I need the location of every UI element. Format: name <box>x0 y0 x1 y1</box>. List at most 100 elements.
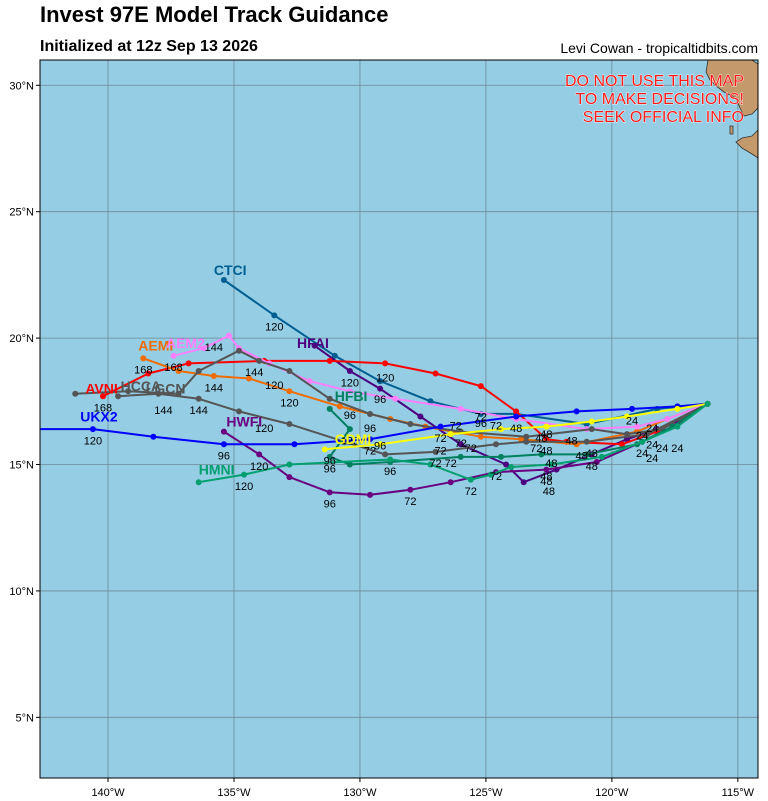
track-point-avni <box>185 360 192 367</box>
track-point-avni <box>145 370 152 377</box>
hour-label-hwfi: 120 <box>250 461 268 473</box>
track-point-lgcn <box>583 438 590 445</box>
track-point-ukx2 <box>89 426 96 433</box>
track-point-hwfi <box>543 466 550 473</box>
hour-label-hfai: 72 <box>475 411 487 423</box>
hour-label: 48 <box>535 433 547 445</box>
model-name-avni: AVNI <box>85 381 117 397</box>
track-point-hwfi <box>220 428 227 435</box>
y-tick-label: 15°N <box>9 460 34 472</box>
track-point-hfai <box>503 461 510 468</box>
track-point-avni <box>513 408 520 415</box>
track-point-ukx2 <box>291 441 298 448</box>
model-name-ukx2: UKX2 <box>80 408 118 424</box>
model-name-ctci: CTCI <box>214 262 247 278</box>
hour-label: 72 <box>429 458 441 470</box>
hour-label: 24 <box>636 430 648 442</box>
track-point-hfai <box>457 441 464 448</box>
track-point-gdmi <box>321 446 328 453</box>
hour-label: 96 <box>344 410 356 422</box>
track-point-ukx2 <box>220 441 227 448</box>
hour-label: 24 <box>646 453 658 465</box>
hour-label: 72 <box>450 420 462 432</box>
hour-label: 24 <box>646 423 658 435</box>
hour-label-lgcn: 144 <box>154 405 172 417</box>
track-point-hcca <box>523 433 530 440</box>
track-point-hmni <box>598 453 605 460</box>
track-point-hfbi <box>498 453 505 460</box>
track-point-gdmi <box>588 418 595 425</box>
hour-label: 24 <box>671 443 683 455</box>
track-point-ukx2 <box>367 436 374 443</box>
hour-label-hwfi: 72 <box>404 496 416 508</box>
hour-label: 48 <box>545 458 557 470</box>
hour-label: 48 <box>540 446 552 458</box>
track-point-aemi <box>286 388 293 395</box>
track-point-hfai <box>417 413 424 420</box>
warning-line-2: TO MAKE DECISIONS! <box>575 91 744 108</box>
track-point-ctci <box>377 378 384 385</box>
hour-label-hwfi: 96 <box>324 499 336 511</box>
lat-lon-grid <box>40 60 758 778</box>
track-point-aem2 <box>634 423 641 430</box>
x-axis-ticks: 140°W 135°W 130°W 125°W 120°W 115°W <box>91 778 755 799</box>
y-tick-label: 10°N <box>9 586 34 598</box>
hour-label-avni: 120 <box>376 372 394 384</box>
track-point-hwfi <box>407 486 414 493</box>
track-point-hfbi <box>583 451 590 458</box>
track-point-aemi <box>246 375 253 382</box>
track-point-ctci <box>427 398 434 405</box>
y-axis-ticks: 5°N 10°N 15°N 20°N 25°N 30°N <box>9 80 40 724</box>
model-name-hfai: HFAI <box>297 335 329 351</box>
track-point-avni <box>432 370 439 377</box>
track-point-lgcn <box>644 431 651 438</box>
model-name-hfbi: HFBI <box>335 388 368 404</box>
ocean-background <box>40 60 758 778</box>
track-point-aemi <box>175 367 182 374</box>
track-point-hwfi <box>447 479 454 486</box>
track-point-hcca <box>286 367 293 374</box>
track-point-hfai <box>377 385 384 392</box>
hour-label-ukx2: 72 <box>434 433 446 445</box>
track-point-hmni <box>704 400 711 407</box>
hour-label-aemi: 120 <box>280 398 298 410</box>
hour-label-hmni: 120 <box>235 481 253 493</box>
chart-subtitle: Initialized at 12z Sep 13 2026 <box>40 38 258 55</box>
hour-label: 72 <box>465 443 477 455</box>
track-point-hmni <box>508 464 515 471</box>
track-point-lgcn <box>286 421 293 428</box>
track-point-hfbi <box>346 461 353 468</box>
track-point-hwfi <box>256 451 263 458</box>
track-point-hwfi <box>367 491 374 498</box>
hour-label: 72 <box>490 420 502 432</box>
track-point-hfbi <box>326 405 333 412</box>
track-point-ukx2 <box>150 433 157 440</box>
hour-label-ctci: 120 <box>265 322 283 334</box>
track-point-hfbi <box>457 453 464 460</box>
hour-label-ukx2: 120 <box>84 435 102 447</box>
track-point-hmni <box>639 438 646 445</box>
track-point-lgcn <box>115 393 122 400</box>
track-point-aem2 <box>306 378 313 385</box>
hour-label-hfai: 120 <box>341 377 359 389</box>
warning-line-1: DO NOT USE THIS MAP <box>565 73 744 90</box>
plot-frame <box>39 59 759 779</box>
hour-label-hfbi: 120 <box>341 435 359 447</box>
model-tracks <box>40 276 711 498</box>
hour-label-hmni: 48 <box>540 471 552 483</box>
track-point-lgcn <box>492 441 499 448</box>
track-point-hfai <box>520 479 527 486</box>
track-point-hcca <box>236 347 243 354</box>
track-point-hmni <box>674 423 681 430</box>
x-tick-label: 125°W <box>469 787 503 799</box>
credit-text: Levi Cowan - tropicaltidbits.com <box>560 40 758 56</box>
track-point-hfbi <box>326 453 333 460</box>
hour-label-avni: 24 <box>646 439 658 451</box>
track-point-ctci <box>271 312 278 319</box>
hour-label-hmni: 72 <box>465 486 477 498</box>
hour-label: 72 <box>455 438 467 450</box>
track-point-gdmi <box>674 405 681 412</box>
